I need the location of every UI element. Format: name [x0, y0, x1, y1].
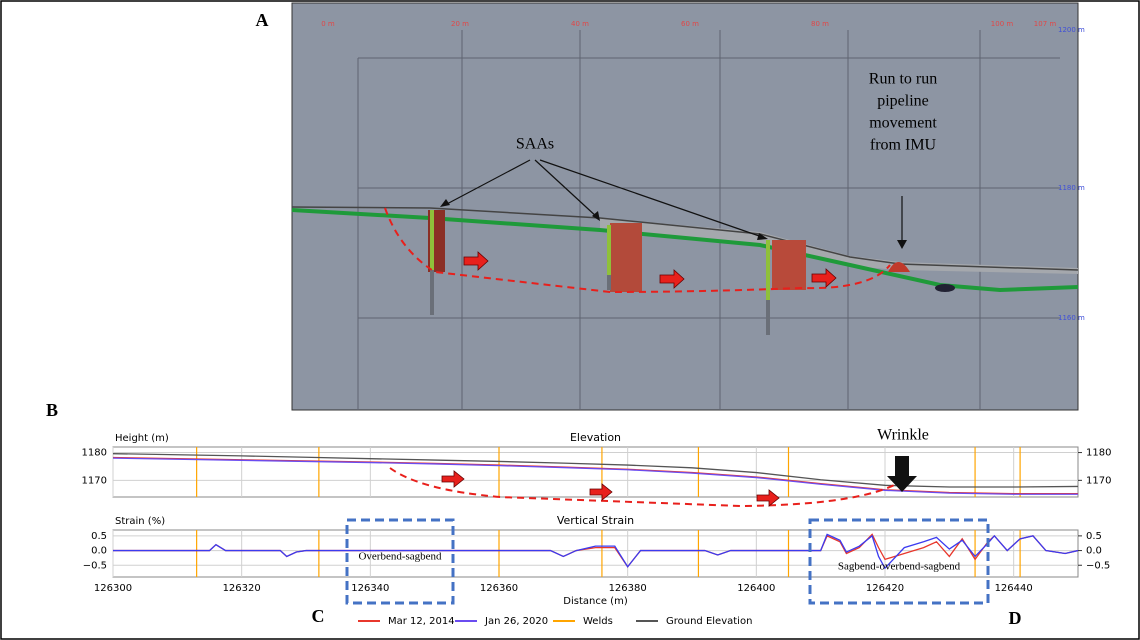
- scene-bg: [291, 2, 1079, 411]
- scene-y-label: 1160 m: [1058, 314, 1085, 322]
- y2-tick-label: 0.5: [1086, 531, 1102, 542]
- legend-label: Ground Elevation: [666, 616, 752, 627]
- chart-title: Vertical Strain: [557, 514, 634, 527]
- x-tick-label: 126340: [351, 583, 389, 594]
- panel-label: C: [312, 606, 325, 626]
- scene-x-label: 40 m: [571, 20, 589, 28]
- y2-tick-label: 1180: [1086, 448, 1111, 459]
- x-tick-label: 126360: [480, 583, 518, 594]
- overbend-box: [345, 518, 455, 605]
- scene-x-label: 60 m: [681, 20, 699, 28]
- legend: Mar 12, 2014 Jan 26, 2020 Welds Ground Elev…: [358, 616, 752, 627]
- x-tick-label: 126400: [737, 583, 775, 594]
- x-tick-label: 126420: [866, 583, 904, 594]
- legend-label: Mar 12, 2014: [388, 616, 455, 627]
- imu-label: from IMU: [870, 137, 937, 154]
- series-line: [113, 533, 1079, 570]
- x-tick-label: 126320: [223, 583, 261, 594]
- legend-label: Welds: [583, 616, 613, 627]
- legend-label: Jan 26, 2020: [484, 616, 548, 627]
- y2-tick-label: −0.5: [1086, 560, 1110, 571]
- imu-label: Run to run: [869, 71, 937, 88]
- y-tick-label: 0.0: [91, 546, 107, 557]
- series-line: [112, 457, 1078, 495]
- x-tick-label: 126300: [94, 583, 132, 594]
- panel-label: B: [46, 400, 58, 420]
- wrinkle-arrow: [887, 456, 917, 492]
- saas-label: SAAs: [516, 136, 554, 153]
- imu-label: movement: [869, 115, 937, 132]
- y-axis-label: Height (m): [115, 433, 169, 444]
- wrinkle-label: Wrinkle: [877, 427, 929, 444]
- panel-label: A: [256, 10, 269, 30]
- y-tick-label: 0.5: [91, 531, 107, 542]
- x-tick-label: 126440: [995, 583, 1033, 594]
- scene-x-label: 107 m: [1034, 20, 1057, 28]
- sagbend-box: [808, 518, 990, 605]
- overbend-label: Overbend-sagbend: [358, 551, 442, 563]
- chart-title: Elevation: [570, 431, 621, 444]
- x-tick-label: 126380: [609, 583, 647, 594]
- x-axis-label: Distance (m): [563, 596, 628, 607]
- dashed-trend: [389, 467, 901, 508]
- y-tick-label: −0.5: [83, 560, 107, 571]
- scene-x-label: 80 m: [811, 20, 829, 28]
- y-tick-label: 1180: [82, 448, 107, 459]
- plot-area: [112, 529, 1079, 578]
- scene-x-label: 20 m: [451, 20, 469, 28]
- panel-label: D: [1009, 608, 1022, 628]
- y-axis-label: Strain (%): [115, 516, 165, 527]
- arrows: [441, 470, 780, 507]
- charts: 1170 1180 1170 1180 Elevation Height (m) −0.5 0…: [82, 431, 1112, 607]
- sagbend-label: Sagbend-overbend-sagbend: [838, 561, 961, 573]
- scene-y-label: 1180 m: [1058, 184, 1085, 192]
- scene-x-label: 0 m: [321, 20, 335, 28]
- scene-x-label: 100 m: [991, 20, 1014, 28]
- series-line: [112, 453, 1079, 488]
- y-tick-label: 1170: [82, 475, 107, 486]
- y2-tick-label: 1170: [1086, 475, 1111, 486]
- y2-tick-label: 0.0: [1086, 546, 1102, 557]
- scene-y-label: 1200 m: [1058, 26, 1085, 34]
- imu-label: pipeline: [877, 93, 929, 110]
